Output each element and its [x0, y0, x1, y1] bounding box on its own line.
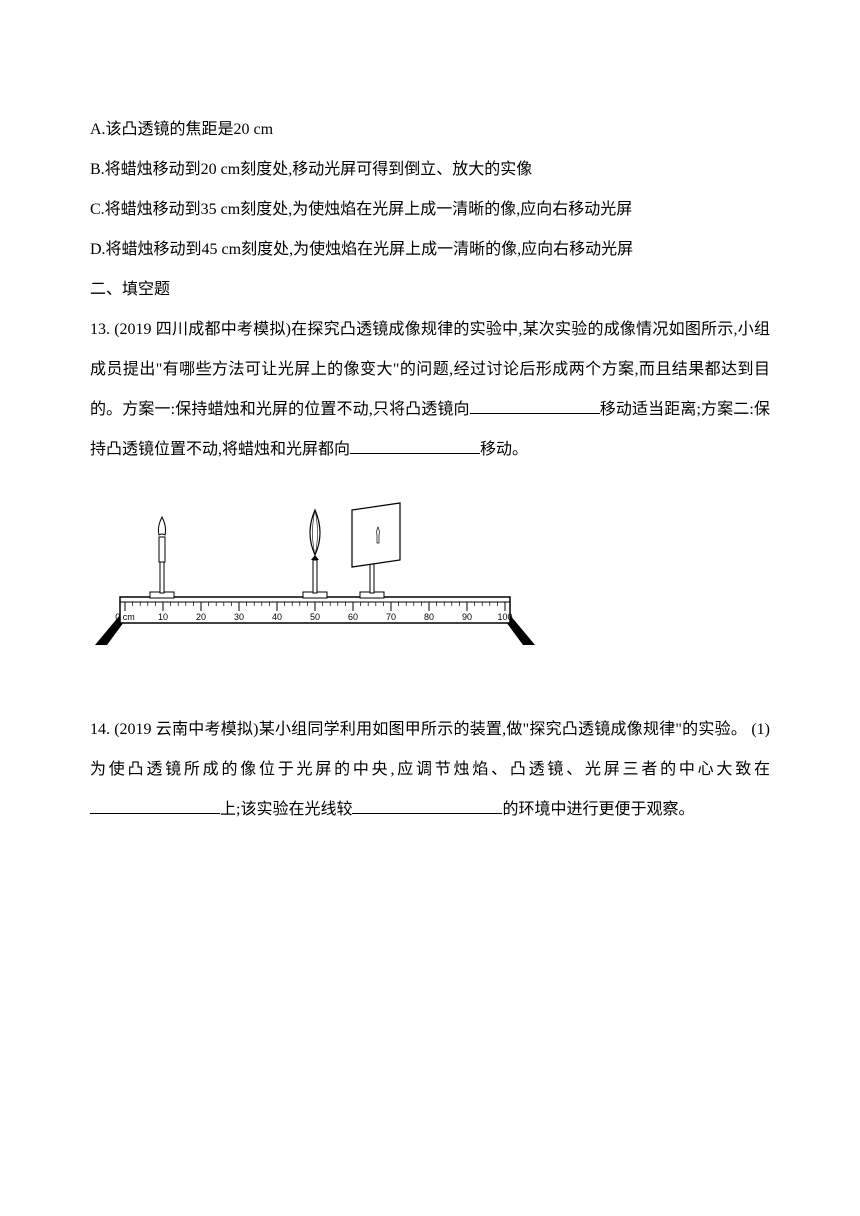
q14-mid: 上;该实验在光线较	[220, 801, 352, 818]
svg-text:50: 50	[310, 612, 320, 622]
svg-text:0 cm: 0 cm	[115, 612, 135, 622]
question-13: 13. (2019 四川成都中考模拟)在探究凸透镜成像规律的实验中,某次实验的成…	[90, 310, 770, 470]
svg-text:70: 70	[386, 612, 396, 622]
q14-prefix: 14. (2019 云南中考模拟)某小组同学利用如图甲所示的装置,做"探究凸透镜…	[90, 721, 770, 778]
svg-text:80: 80	[424, 612, 434, 622]
option-d: D.将蜡烛移动到45 cm刻度处,为使烛焰在光屏上成一清晰的像,应向右移动光屏	[90, 230, 770, 270]
q14-suffix: 的环境中进行更便于观察。	[502, 801, 694, 818]
q14-blank-1	[90, 795, 220, 814]
q14-blank-2	[352, 795, 502, 814]
diagram-svg: 0 cm 10 20 30 40 50 60 70 80 90 100	[90, 495, 550, 660]
svg-text:20: 20	[196, 612, 206, 622]
section-heading: 二、填空题	[90, 270, 770, 310]
svg-text:30: 30	[234, 612, 244, 622]
q13-blank-2	[350, 435, 480, 454]
option-a: A.该凸透镜的焦距是20 cm	[90, 110, 770, 150]
svg-text:90: 90	[462, 612, 472, 622]
q13-blank-1	[470, 395, 600, 414]
svg-text:10: 10	[158, 612, 168, 622]
svg-text:40: 40	[272, 612, 282, 622]
option-c: C.将蜡烛移动到35 cm刻度处,为使烛焰在光屏上成一清晰的像,应向右移动光屏	[90, 190, 770, 230]
svg-text:100: 100	[497, 612, 512, 622]
q13-suffix: 移动。	[480, 441, 528, 458]
svg-text:60: 60	[348, 612, 358, 622]
question-14: 14. (2019 云南中考模拟)某小组同学利用如图甲所示的装置,做"探究凸透镜…	[90, 710, 770, 830]
optical-bench-diagram: 0 cm 10 20 30 40 50 60 70 80 90 100	[90, 495, 550, 660]
option-b: B.将蜡烛移动到20 cm刻度处,移动光屏可得到倒立、放大的实像	[90, 150, 770, 190]
